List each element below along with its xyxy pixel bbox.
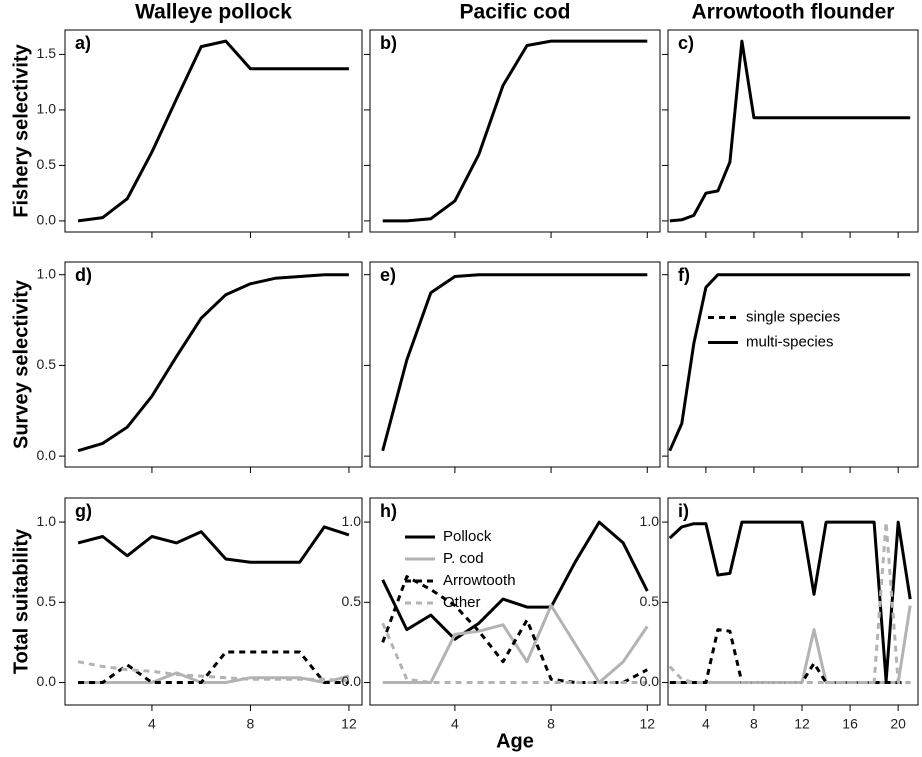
panel-label: f) [678, 265, 690, 285]
panel-frame [667, 497, 919, 706]
y-tick-label: 1.5 [37, 45, 57, 61]
x-tick-label: 20 [890, 716, 906, 732]
y-tick-label: 0.0 [640, 673, 660, 689]
panel-frame [369, 497, 661, 706]
panel-label: d) [75, 265, 92, 285]
panel-frame [667, 29, 919, 233]
y-tick-label: 0.0 [342, 673, 362, 689]
x-tick-label: 4 [148, 716, 156, 732]
y-tick-label: 0.5 [37, 593, 57, 609]
series-line [382, 39, 648, 223]
legend-label: multi-species [746, 333, 834, 350]
y-tick-label: 0.0 [37, 673, 57, 689]
panel-frame [64, 497, 363, 706]
series-line [381, 575, 649, 684]
panel-label: i) [678, 501, 689, 521]
y-tick-label: 1.0 [342, 513, 362, 529]
series-line [668, 520, 912, 683]
series-line [668, 273, 911, 452]
x-tick-label: 8 [750, 716, 758, 732]
panel-frame [667, 261, 919, 468]
y-tick-label: 0.5 [342, 593, 362, 609]
legend-label: Arrowtooth [443, 572, 516, 589]
y-tick-label: 1.0 [37, 101, 57, 117]
x-tick-label: 8 [547, 716, 555, 732]
panel-label: h) [380, 501, 397, 521]
x-tick-label: 4 [451, 716, 459, 732]
x-tick-label: 12 [794, 716, 810, 732]
x-tick-label: 12 [639, 716, 655, 732]
row-label: Total suitability [10, 528, 32, 674]
panel-label: a) [75, 33, 91, 53]
panel-frame [64, 29, 363, 233]
x-tick-label: 16 [842, 716, 858, 732]
row-label: Survey selectivity [10, 279, 32, 449]
row-label: Fishery selectivity [10, 43, 32, 217]
legend-label: P. cod [443, 550, 484, 567]
series-line [77, 660, 349, 683]
panel-frame [369, 29, 661, 233]
y-tick-label: 0.5 [640, 593, 660, 609]
legend-label: Other [443, 594, 481, 611]
series-line [77, 273, 349, 453]
panel-label: c) [678, 33, 694, 53]
y-tick-label: 1.0 [640, 513, 660, 529]
y-tick-label: 1.0 [37, 513, 57, 529]
series-line [77, 39, 349, 223]
x-tick-label: 12 [341, 716, 357, 732]
panel-frame [369, 261, 661, 468]
panel-label: b) [380, 33, 397, 53]
x-tick-label: 8 [247, 716, 255, 732]
series-line [668, 520, 911, 684]
column-title: Pacific cod [460, 1, 571, 24]
panel-label: g) [75, 501, 92, 521]
y-tick-label: 1.0 [37, 265, 57, 281]
column-title: Walleye pollock [135, 1, 292, 24]
x-tick-label: 4 [702, 716, 710, 732]
y-tick-label: 0.0 [37, 447, 57, 463]
column-title: Arrowtooth flounder [692, 1, 895, 24]
series-line [382, 604, 649, 684]
series-line [669, 39, 911, 223]
x-axis-label: Age [496, 730, 534, 752]
y-tick-label: 0.5 [37, 156, 57, 172]
y-tick-label: 0.0 [37, 212, 57, 228]
legend-label: Pollock [443, 528, 492, 545]
legend-label: single species [746, 308, 840, 325]
panel-frame [64, 261, 363, 468]
series-line [381, 273, 648, 452]
series-line [77, 525, 350, 564]
series-line [669, 628, 911, 684]
series-line [78, 671, 350, 684]
y-tick-label: 0.5 [37, 356, 57, 372]
panel-label: e) [380, 265, 396, 285]
series-line [381, 520, 649, 641]
series-line [381, 622, 648, 684]
